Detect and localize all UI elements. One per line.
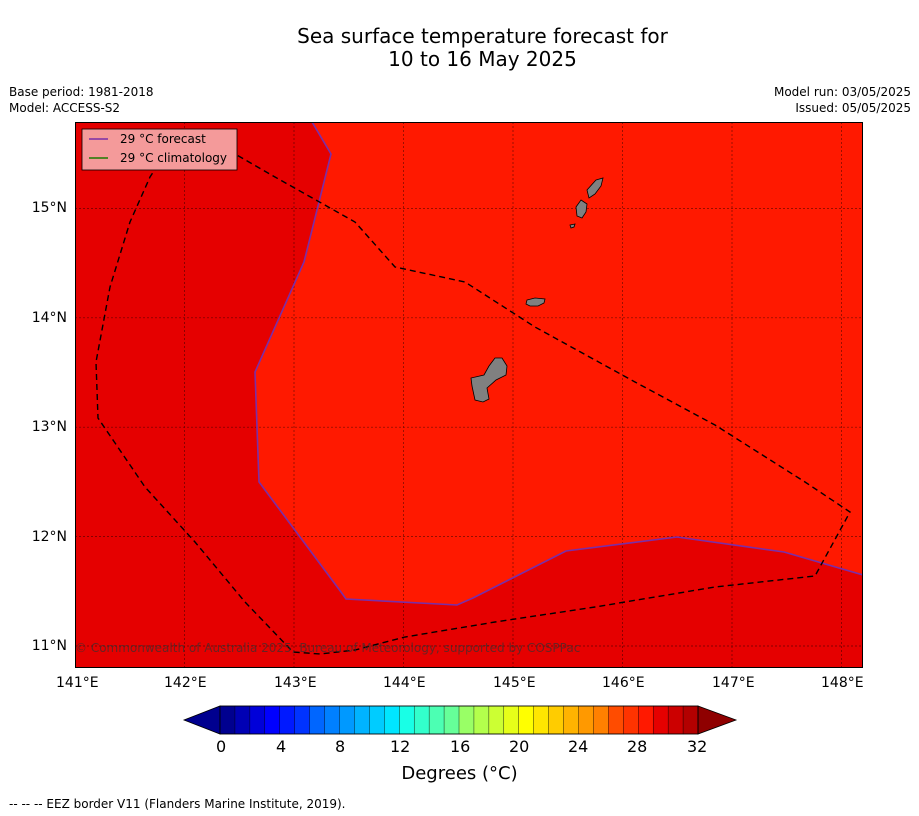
colorbar-frame bbox=[219, 705, 699, 735]
colorbar-cell bbox=[354, 705, 370, 735]
colorbar-over-arrow bbox=[697, 705, 738, 735]
colorbar-cell bbox=[473, 705, 490, 735]
colorbar-tick-label: 12 bbox=[390, 737, 411, 756]
colorbar-cell bbox=[608, 705, 624, 735]
sst-map: © Commonwealth of Australia 2025, Bureau… bbox=[75, 122, 863, 668]
colorbar-cell bbox=[503, 705, 520, 735]
chart-title-line-1: Sea surface temperature forecast for bbox=[297, 24, 668, 48]
colorbar-label: Degrees (°C) bbox=[401, 763, 518, 784]
lon-tick-label: 144°E bbox=[383, 675, 426, 691]
colorbar-cell bbox=[294, 705, 311, 735]
colorbar-cell bbox=[219, 705, 236, 735]
colorbar-cell bbox=[384, 705, 400, 735]
lon-tick-label: 146°E bbox=[602, 675, 645, 691]
lat-tick-label: 13°N bbox=[31, 419, 67, 435]
model-run-text: Model run: 03/05/2025 bbox=[773, 85, 911, 99]
lon-tick-label: 142°E bbox=[164, 675, 207, 691]
lon-tick-label: 147°E bbox=[712, 675, 755, 691]
colorbar-cell bbox=[309, 705, 326, 735]
colorbar-cell bbox=[488, 705, 505, 735]
issued-text: Issued: 05/05/2025 bbox=[795, 101, 911, 115]
chart-title-line-2: 10 to 16 May 2025 bbox=[388, 47, 577, 71]
colorbar-cell bbox=[518, 705, 535, 735]
colorbar-cell bbox=[279, 705, 296, 735]
colorbar-tick-label: 4 bbox=[276, 737, 287, 756]
colorbar-cell bbox=[369, 705, 385, 735]
colorbar-cell bbox=[623, 705, 639, 735]
land-islands bbox=[470, 177, 604, 403]
colorbar-tick-label: 0 bbox=[216, 737, 227, 756]
eez-footnote: -- -- -- EEZ border V11 (Flanders Marine… bbox=[9, 797, 346, 811]
colorbar-cell bbox=[249, 705, 266, 735]
rota-island bbox=[525, 297, 546, 307]
legend-box bbox=[81, 128, 238, 171]
lat-tick-label: 15°N bbox=[31, 200, 67, 216]
colorbar-cell bbox=[413, 705, 430, 735]
legend-forecast-label: 29 °C forecast bbox=[120, 132, 206, 146]
colorbar-cell bbox=[339, 705, 355, 735]
colorbar-cell bbox=[682, 705, 699, 735]
colorbar-cell bbox=[593, 705, 609, 735]
lon-tick-label: 143°E bbox=[274, 675, 317, 691]
cooler-sst-zone bbox=[75, 122, 863, 668]
map-gridlines bbox=[75, 122, 863, 668]
aguijan-island bbox=[569, 223, 576, 229]
lon-tick-label: 141°E bbox=[56, 675, 99, 691]
colorbar-cell bbox=[667, 705, 684, 735]
colorbar-tick-label: 24 bbox=[568, 737, 589, 756]
colorbar-tick-label: 28 bbox=[627, 737, 648, 756]
colorbar-cell bbox=[652, 705, 669, 735]
colorbar-cell bbox=[458, 705, 475, 735]
colorbar-under-arrow bbox=[182, 705, 221, 735]
colorbar-cell bbox=[548, 705, 565, 735]
colorbar-cell bbox=[638, 705, 654, 735]
copyright-text: © Commonwealth of Australia 2025, Bureau… bbox=[75, 641, 580, 655]
colorbar-cells bbox=[219, 705, 699, 735]
guam-island bbox=[470, 357, 508, 403]
lat-tick-label: 12°N bbox=[31, 529, 67, 545]
legend-climatology-label: 29 °C climatology bbox=[120, 151, 227, 165]
colorbar-cell bbox=[578, 705, 594, 735]
map-frame bbox=[75, 122, 863, 668]
model-text: Model: ACCESS-S2 bbox=[9, 101, 121, 115]
map-legend: 29 °C forecast 29 °C climatology bbox=[81, 128, 238, 171]
base-period-text: Base period: 1981-2018 bbox=[9, 85, 154, 99]
lon-tick-label: 148°E bbox=[821, 675, 864, 691]
lon-tick-label: 145°E bbox=[493, 675, 536, 691]
lat-tick-label: 11°N bbox=[31, 638, 67, 654]
lat-tick-label: 14°N bbox=[31, 310, 67, 326]
colorbar-cell bbox=[324, 705, 341, 735]
colorbar-cell bbox=[563, 705, 580, 735]
colorbar-cell bbox=[234, 705, 251, 735]
colorbar-tick-label: 16 bbox=[450, 737, 471, 756]
colorbar-tick-label: 20 bbox=[509, 737, 530, 756]
tinian-island bbox=[575, 199, 588, 219]
forecast-29c-contour bbox=[254, 122, 863, 606]
colorbar-cell bbox=[533, 705, 550, 735]
colorbar-tick-label: 8 bbox=[335, 737, 346, 756]
saipan-island bbox=[586, 177, 604, 199]
colorbar bbox=[182, 705, 738, 735]
colorbar-cell bbox=[443, 705, 460, 735]
colorbar-cell bbox=[264, 705, 281, 735]
colorbar-cell bbox=[399, 705, 415, 735]
colorbar-cell bbox=[428, 705, 445, 735]
colorbar-tick-label: 32 bbox=[687, 737, 708, 756]
